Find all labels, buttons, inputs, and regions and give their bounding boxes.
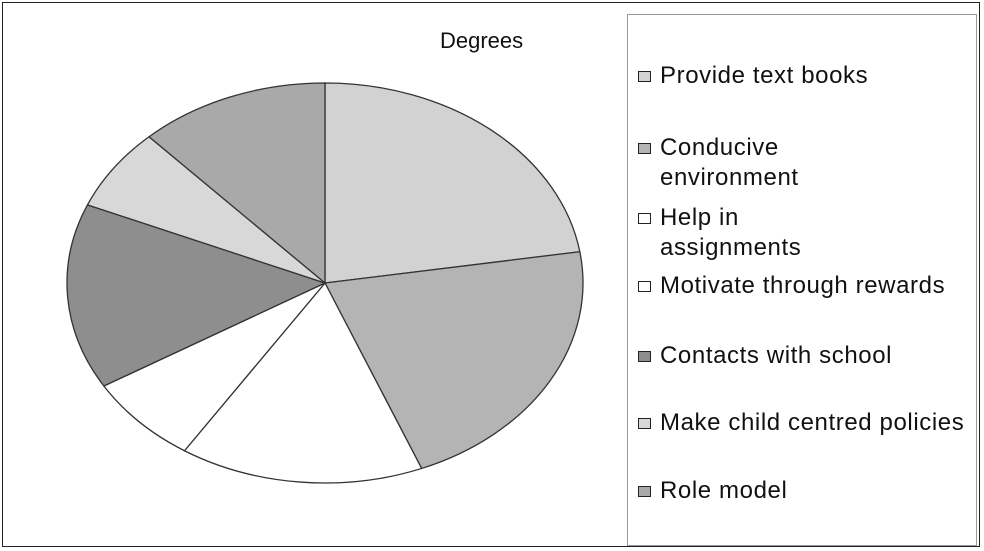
legend-swatch [638, 71, 651, 82]
pie-area [66, 82, 584, 484]
legend-swatch [638, 281, 651, 292]
legend-label: Motivate through rewards [660, 272, 946, 299]
legend-label: Role model [660, 477, 788, 504]
legend-swatch [638, 351, 651, 362]
pie-slice [324, 82, 581, 284]
legend-swatch [638, 143, 651, 154]
pie-slice [323, 250, 584, 470]
pie-slice [86, 135, 326, 284]
legend-label: Provide text books [660, 62, 869, 89]
legend-label: Contacts with school [660, 342, 893, 369]
legend-label: Help in assignments [660, 204, 802, 261]
pie-slice [147, 82, 326, 285]
legend-swatch [638, 418, 651, 429]
legend-label: Conducive environment [660, 134, 799, 191]
legend-swatch [638, 213, 651, 224]
chart-title: Degrees [440, 28, 524, 53]
pie-slice [102, 282, 326, 452]
pie-slice [183, 281, 423, 484]
legend: Provide text books Conducive environment H… [627, 14, 977, 546]
legend-swatch [638, 486, 651, 497]
legend-label: Make child centred policies [660, 409, 965, 436]
pie-slice [66, 204, 327, 387]
